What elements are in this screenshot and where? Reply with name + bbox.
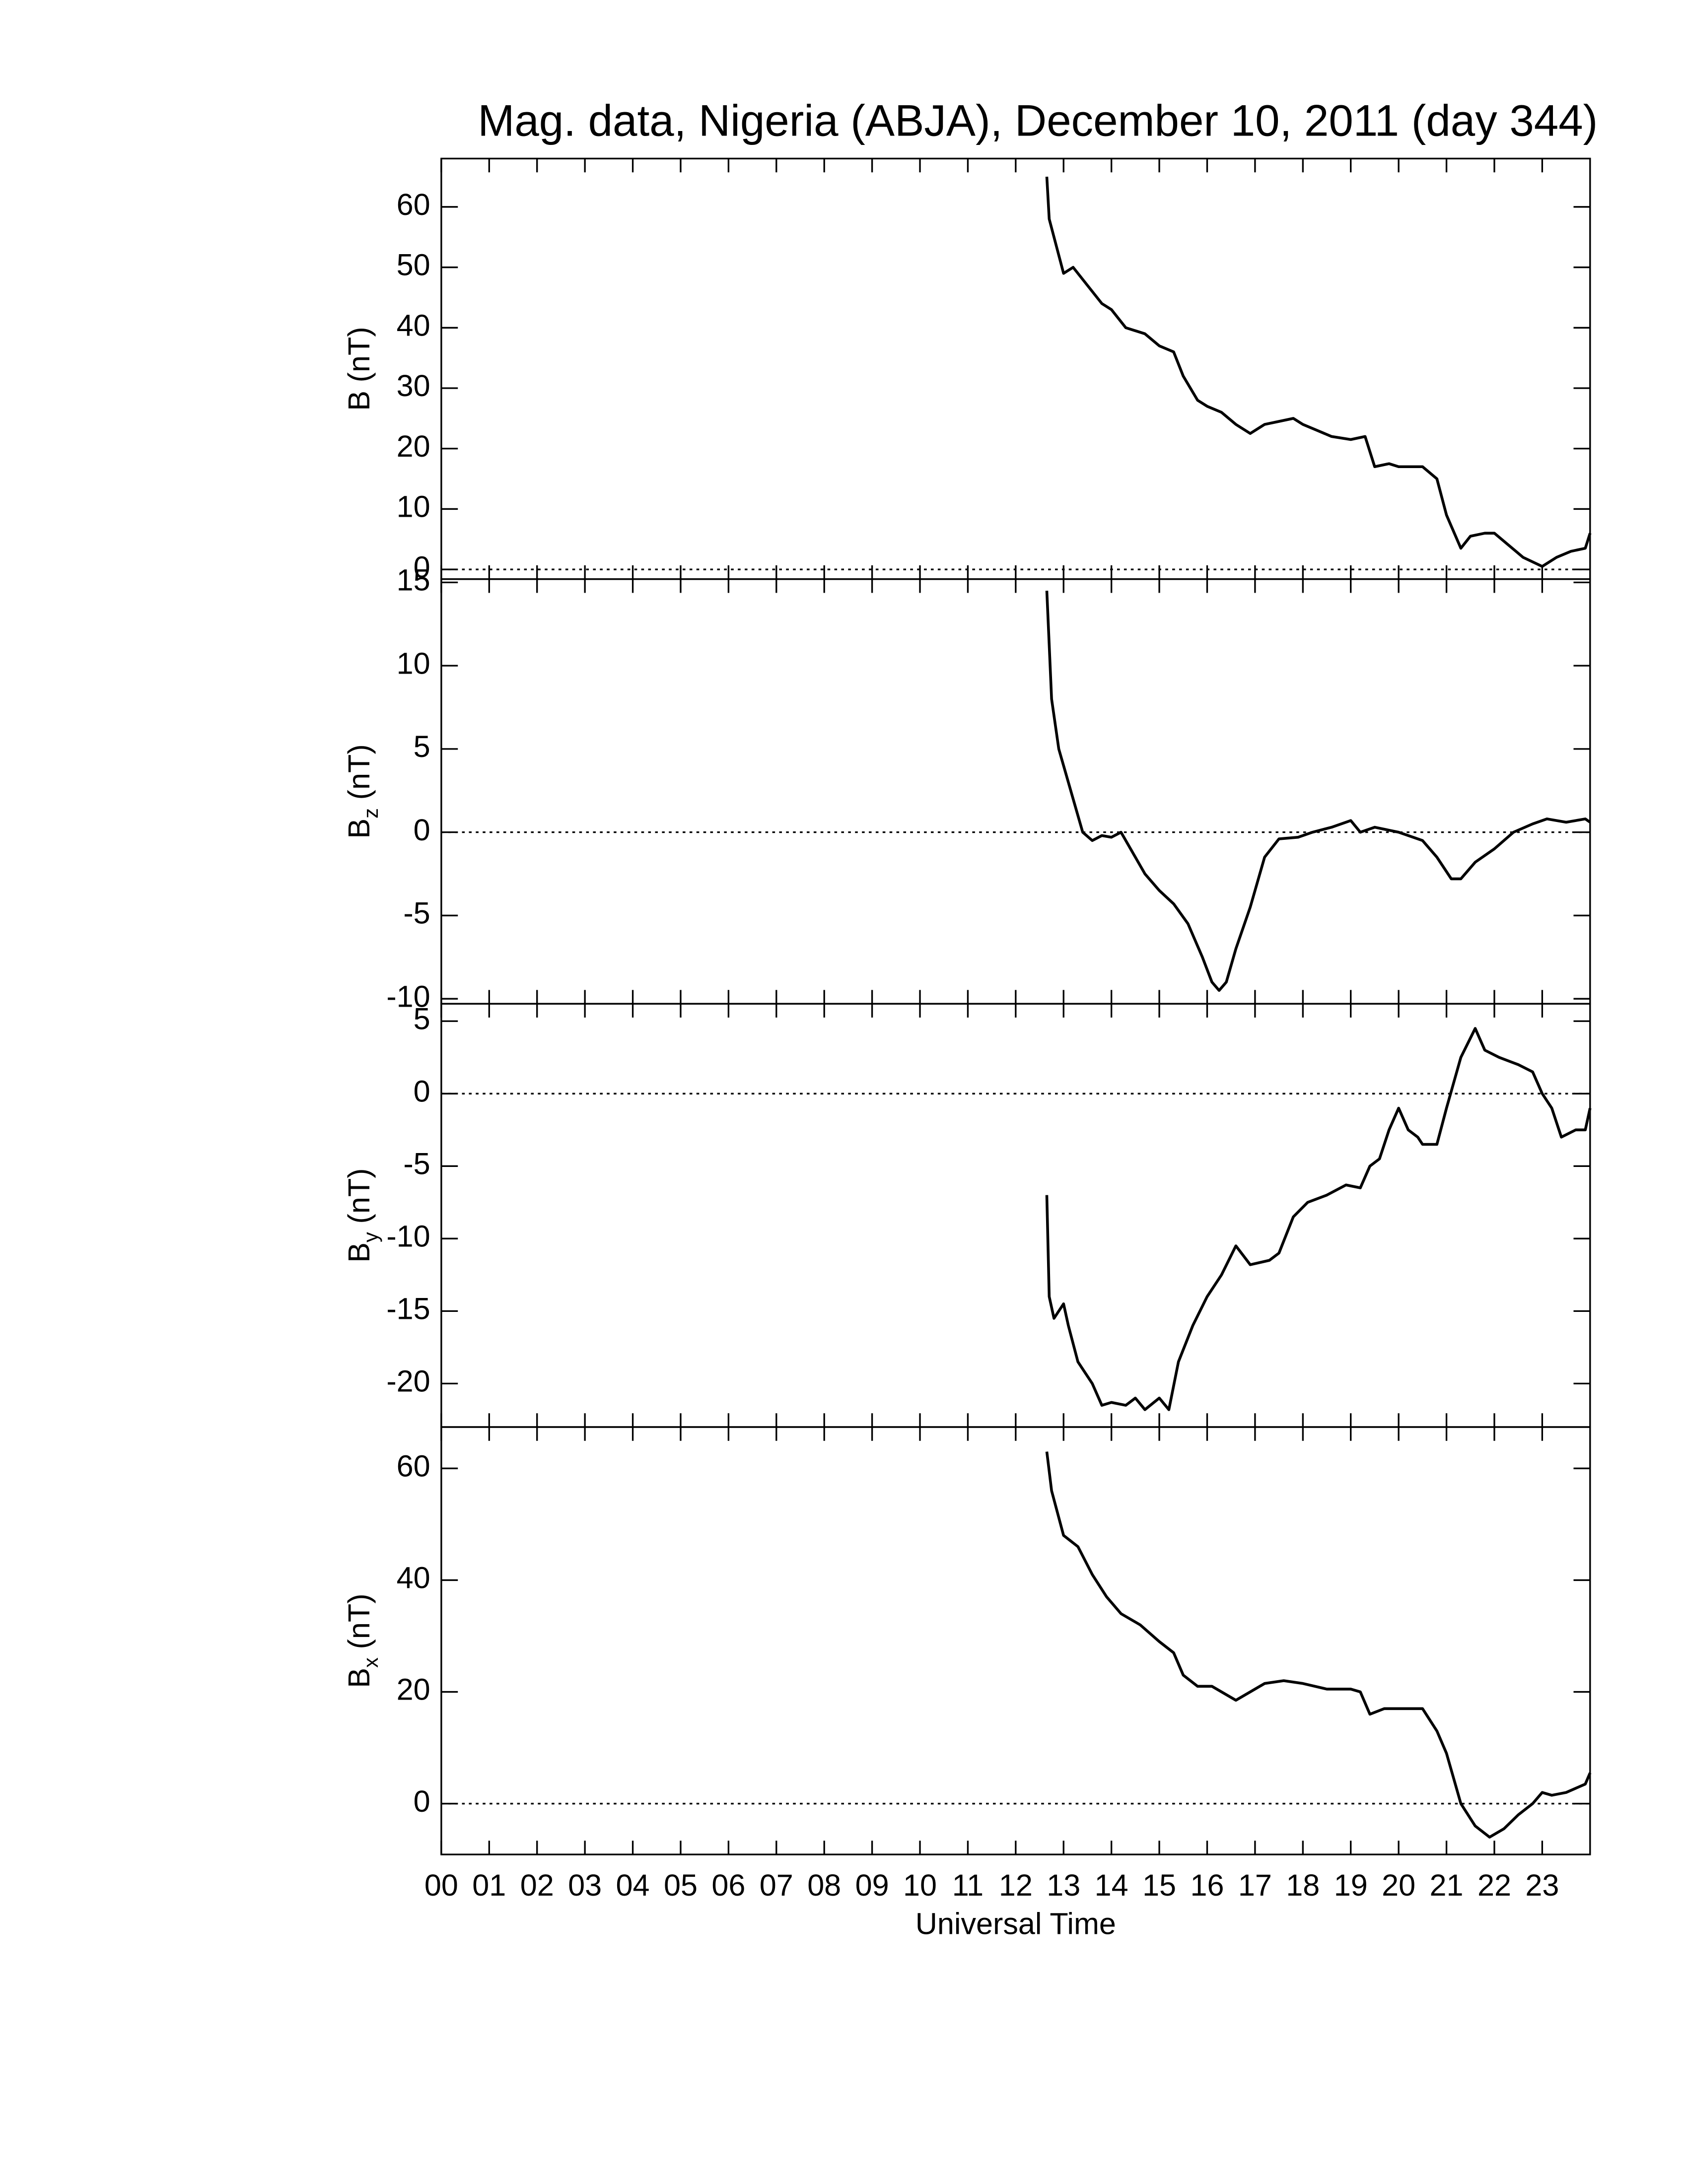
- x-tick-label: 23: [1525, 1868, 1559, 1902]
- y-tick-label: 60: [397, 188, 430, 221]
- y-label-base: B: [342, 391, 376, 411]
- y-axis-label: Bz (nT): [342, 744, 382, 838]
- y-axis-label: By (nT): [342, 1168, 382, 1262]
- x-tick-label: 04: [616, 1868, 650, 1902]
- y-tick-label: -20: [386, 1365, 430, 1398]
- x-tick-label: 06: [711, 1868, 745, 1902]
- x-tick-label: 19: [1334, 1868, 1368, 1902]
- x-tick-label: 10: [903, 1868, 937, 1902]
- y-tick-label: 40: [397, 1561, 430, 1595]
- x-tick-label: 13: [1047, 1868, 1080, 1902]
- y-tick-label: -15: [386, 1292, 430, 1326]
- y-tick-label: 60: [397, 1449, 430, 1483]
- y-label-unit: (nT): [342, 744, 376, 800]
- data-line: [1045, 1027, 1592, 1411]
- y-tick-label: 20: [397, 1673, 430, 1706]
- data-line: [1045, 1451, 1592, 1839]
- x-tick-label: 22: [1477, 1868, 1511, 1902]
- x-tick-label: 18: [1286, 1868, 1320, 1902]
- y-tick-label: 50: [397, 248, 430, 282]
- x-tick-label: 20: [1382, 1868, 1415, 1902]
- y-tick-label: -5: [403, 1147, 430, 1180]
- x-tick-label: 01: [472, 1868, 506, 1902]
- y-label-unit: (nT): [342, 1168, 376, 1224]
- y-tick-label: -10: [386, 1219, 430, 1253]
- y-tick-label: 0: [414, 1074, 430, 1108]
- x-tick-label: 21: [1430, 1868, 1464, 1902]
- data-line: [1045, 591, 1591, 992]
- y-tick-label: 0: [414, 550, 430, 584]
- x-tick-label: 03: [568, 1868, 602, 1902]
- y-tick-label: 0: [414, 1784, 430, 1818]
- y-tick-label: 20: [397, 429, 430, 463]
- y-tick-label: 30: [397, 369, 430, 403]
- x-tick-label: 17: [1238, 1868, 1272, 1902]
- x-tick-label: 05: [664, 1868, 698, 1902]
- y-tick-label: 0: [414, 813, 430, 847]
- y-tick-label: 5: [414, 730, 430, 763]
- y-label-sub: y: [359, 1232, 382, 1242]
- x-tick-label: 16: [1190, 1868, 1224, 1902]
- y-label-base: B: [342, 1668, 376, 1688]
- data-line: [1045, 176, 1592, 568]
- x-axis-label: Universal Time: [915, 1907, 1116, 1941]
- y-tick-label: 5: [414, 1002, 430, 1035]
- x-tick-label: 09: [855, 1868, 889, 1902]
- y-label-base: B: [342, 819, 376, 839]
- y-axis-label: B (nT): [342, 327, 376, 410]
- x-tick-label: 02: [520, 1868, 554, 1902]
- x-tick-label: 07: [760, 1868, 793, 1902]
- y-tick-label: 10: [397, 490, 430, 524]
- chart-title: Mag. data, Nigeria (ABJA), December 10, …: [478, 96, 1598, 145]
- y-label-base: B: [342, 1242, 376, 1263]
- x-tick-label: 15: [1142, 1868, 1176, 1902]
- y-label-unit: (nT): [342, 1593, 376, 1649]
- y-tick-label: 10: [397, 646, 430, 680]
- y-label-sub: x: [359, 1657, 382, 1668]
- y-label-unit: (nT): [342, 327, 376, 382]
- y-label-sub: z: [359, 808, 382, 819]
- x-tick-label: 11: [952, 1868, 984, 1902]
- y-tick-label: 15: [397, 563, 430, 597]
- x-tick-label: 08: [807, 1868, 841, 1902]
- y-tick-label: -5: [403, 896, 430, 930]
- x-tick-label: 00: [424, 1868, 458, 1902]
- y-tick-label: -10: [386, 979, 430, 1013]
- x-tick-label: 12: [999, 1868, 1033, 1902]
- y-axis-label: Bx (nT): [342, 1593, 382, 1688]
- x-tick-label: 14: [1095, 1868, 1128, 1902]
- y-tick-label: 40: [397, 308, 430, 342]
